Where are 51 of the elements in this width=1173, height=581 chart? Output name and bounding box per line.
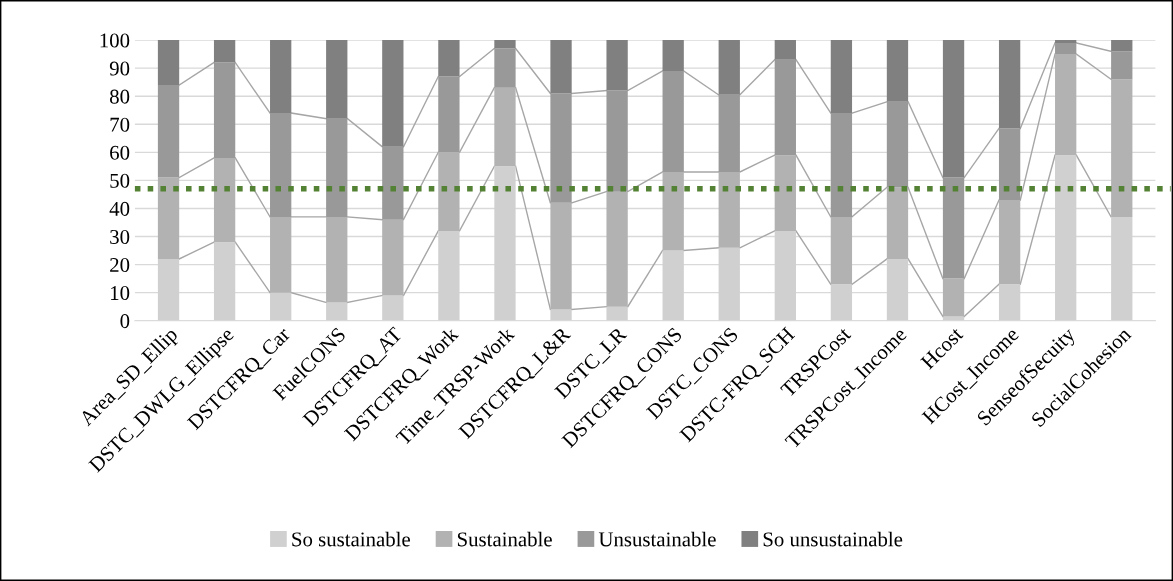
bar bbox=[886, 40, 909, 102]
y-tick-label: 0 bbox=[120, 314, 130, 329]
y-tick-label: 30 bbox=[110, 229, 130, 244]
bar bbox=[1111, 51, 1133, 80]
bar bbox=[718, 40, 740, 95]
bar bbox=[438, 76, 460, 153]
bar bbox=[270, 40, 292, 114]
bar bbox=[157, 40, 180, 85]
bar bbox=[1055, 42, 1077, 55]
bar bbox=[942, 177, 965, 279]
bar bbox=[213, 62, 236, 158]
y-tick-label: 80 bbox=[109, 89, 130, 104]
bar bbox=[998, 128, 1021, 201]
y-tick-label: 60 bbox=[110, 145, 130, 160]
y-tick-label: 40 bbox=[109, 201, 130, 216]
bar bbox=[1111, 40, 1133, 52]
bar bbox=[886, 101, 909, 188]
legend-label: Unsustainable bbox=[598, 531, 716, 547]
bar bbox=[550, 40, 572, 94]
bar bbox=[998, 40, 1021, 129]
y-tick-label: 20 bbox=[110, 257, 130, 273]
y-tick-label: 50 bbox=[110, 173, 130, 188]
y-tick-label: 90 bbox=[109, 61, 130, 76]
bar bbox=[438, 40, 460, 77]
bar bbox=[774, 59, 796, 156]
bar bbox=[718, 94, 740, 172]
y-tick-label: 70 bbox=[110, 117, 130, 132]
bar bbox=[270, 113, 292, 217]
bar bbox=[382, 40, 404, 147]
bar bbox=[774, 40, 796, 60]
bar bbox=[662, 70, 684, 172]
bar bbox=[830, 40, 853, 114]
bar bbox=[494, 48, 516, 88]
bar bbox=[606, 90, 628, 192]
bar bbox=[157, 84, 180, 178]
bar bbox=[1055, 40, 1077, 43]
bar bbox=[326, 40, 348, 119]
y-tick-label: 100 bbox=[100, 33, 130, 48]
legend-label: So unsustainable bbox=[763, 531, 903, 547]
bar bbox=[550, 93, 572, 203]
bar bbox=[213, 40, 236, 63]
bar bbox=[606, 40, 628, 91]
bar bbox=[830, 113, 853, 217]
bar bbox=[382, 146, 404, 220]
bar bbox=[326, 118, 348, 217]
legend-label: So sustainable bbox=[292, 531, 410, 547]
bar bbox=[662, 40, 684, 71]
legend-label: Sustainable bbox=[457, 531, 552, 547]
bar bbox=[942, 40, 965, 178]
bar bbox=[494, 40, 516, 49]
y-tick-label: 10 bbox=[111, 286, 130, 301]
